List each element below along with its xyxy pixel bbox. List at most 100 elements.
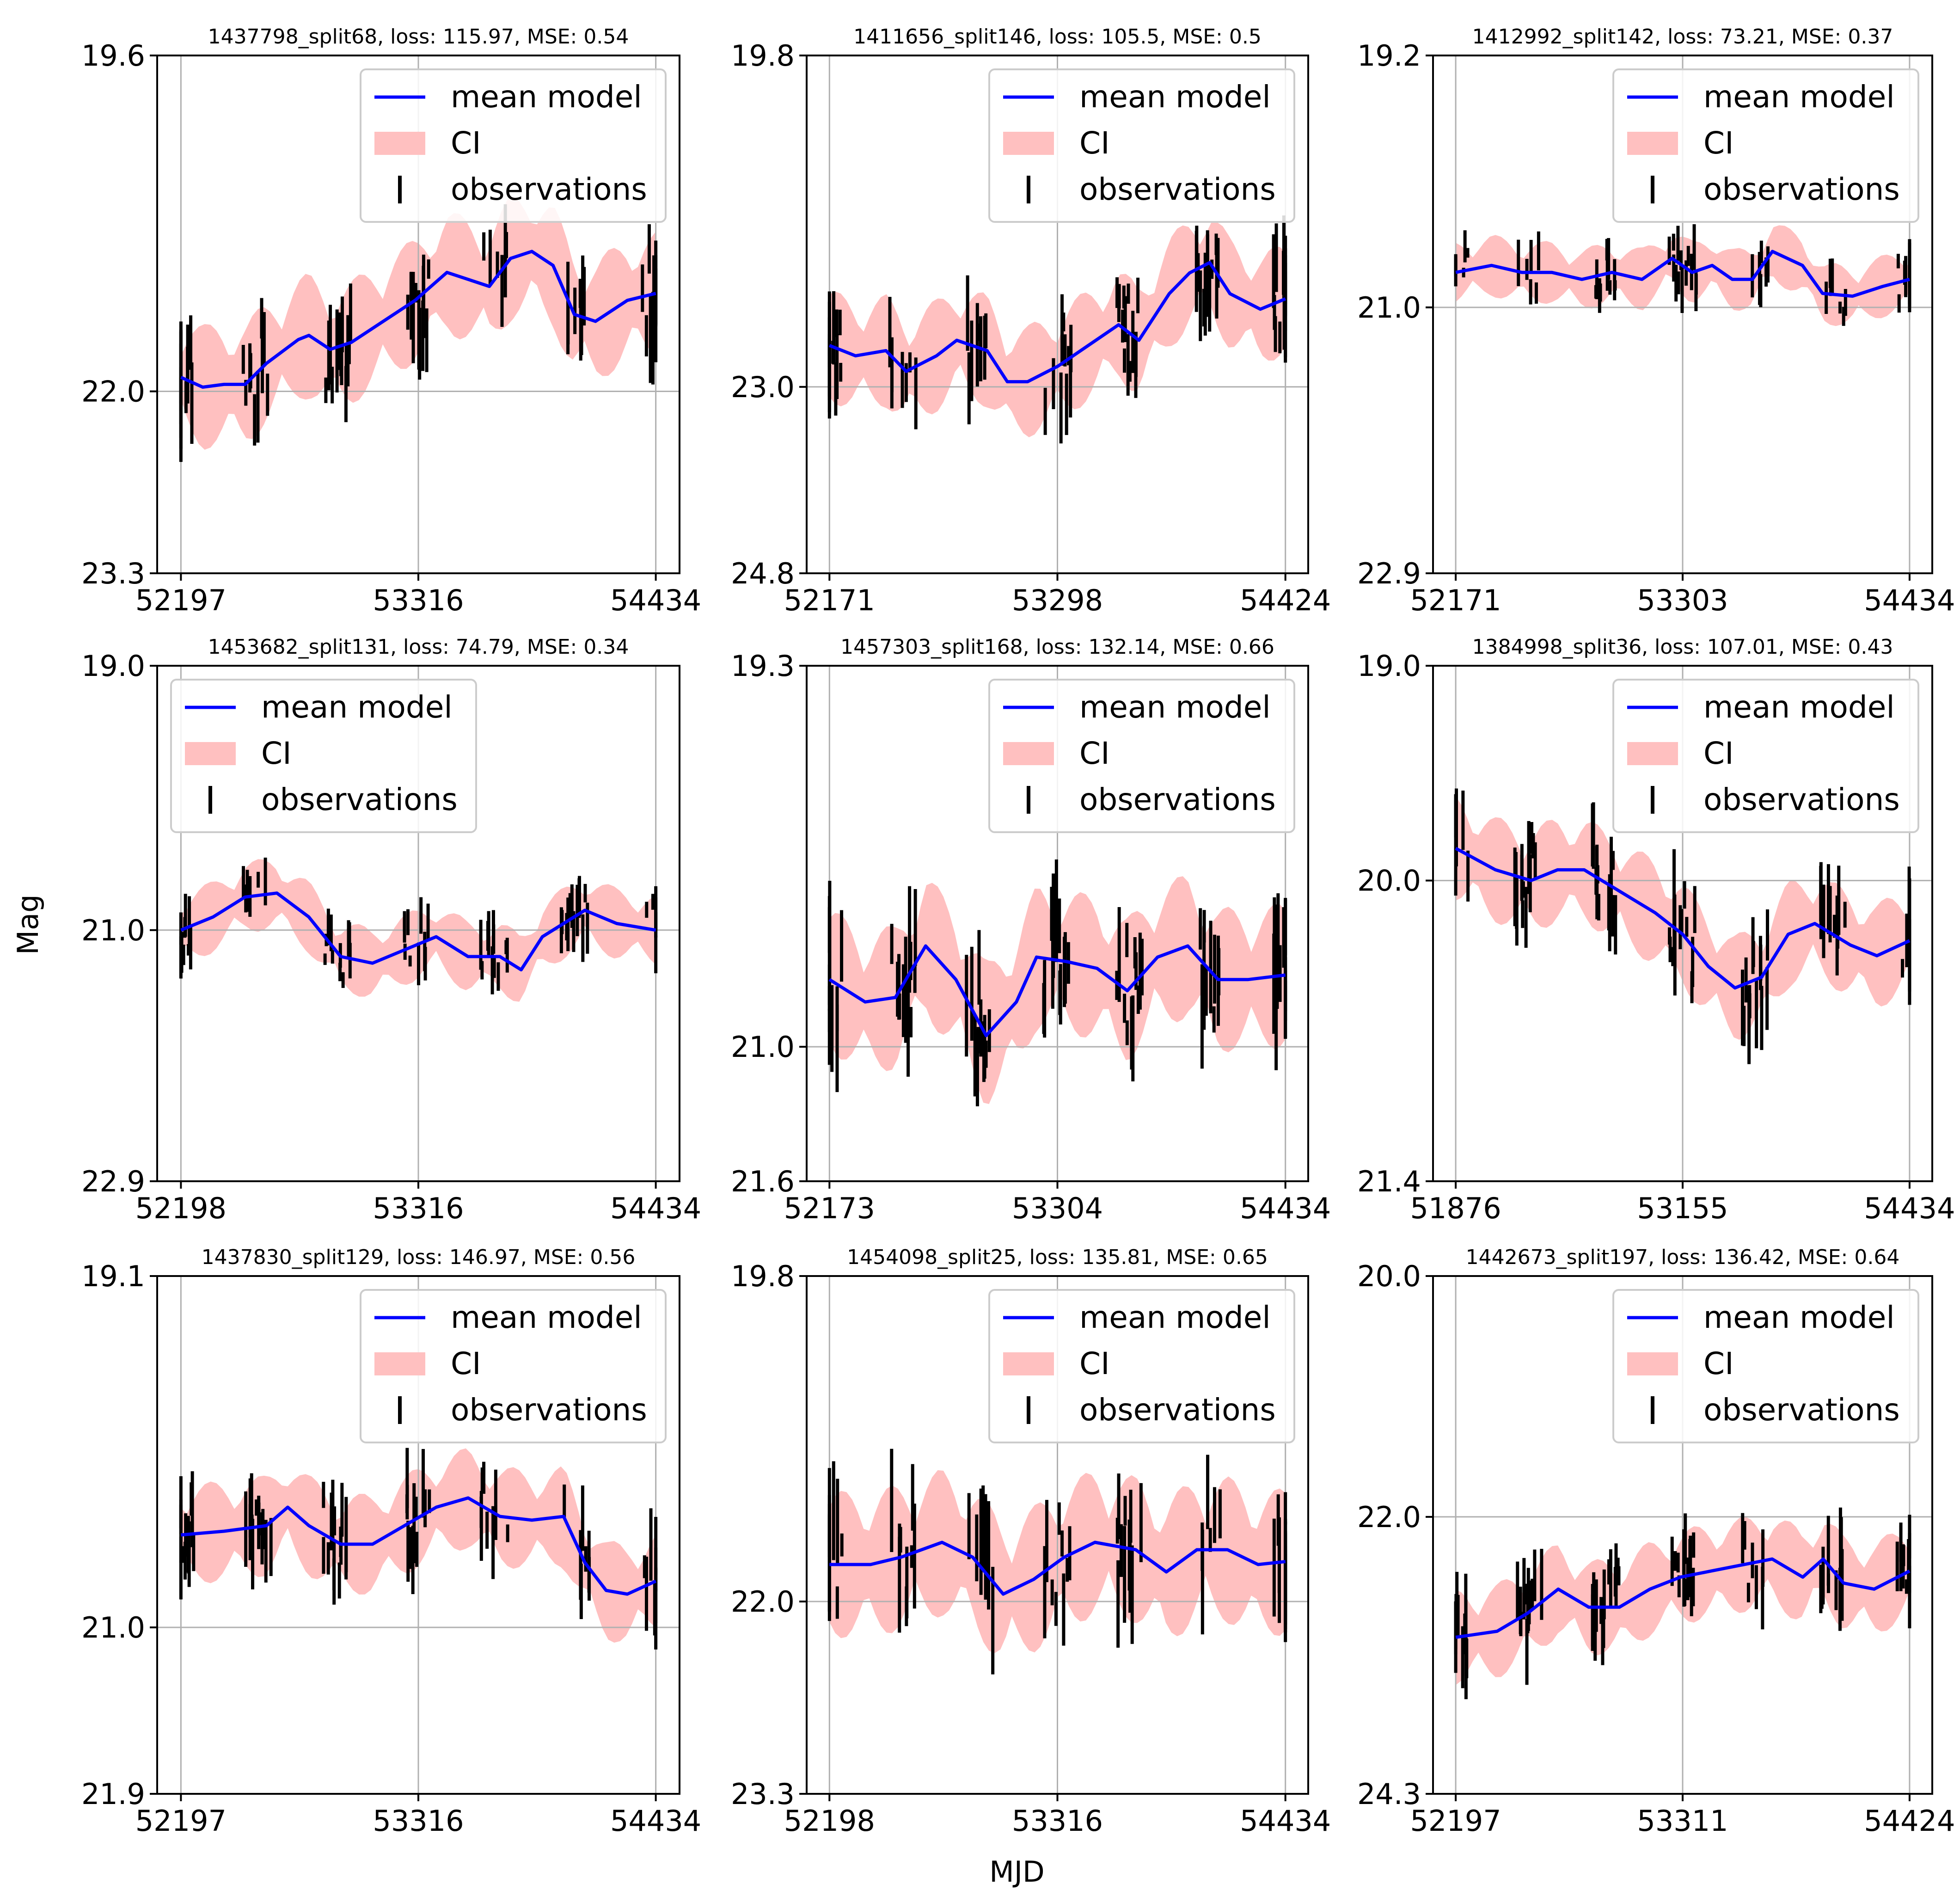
x-tick-label: 52171: [784, 583, 875, 617]
plot-area: [807, 55, 1308, 573]
y-tick-label: 21.0: [81, 1611, 145, 1645]
x-tick-label: 53316: [373, 1804, 464, 1838]
legend: mean model CI observations: [1612, 1289, 1919, 1443]
panel-9: 52197 53311 54424 20.0 22.0 24.3 1442673_split…: [1357, 1246, 1955, 1838]
legend: mean model CI observations: [1612, 68, 1919, 223]
mean-model-line: [829, 261, 1286, 384]
legend-label: CI: [261, 736, 292, 771]
y-tick-label: 19.2: [1357, 39, 1421, 73]
legend-ci-swatch: [1627, 132, 1678, 155]
legend-label: CI: [1703, 1346, 1734, 1381]
y-tick-label: 19.1: [81, 1259, 145, 1293]
panel-8: 52198 53316 54434 19.8 22.0 23.3 1454098_split…: [731, 1246, 1331, 1838]
x-tick-label: 54424: [1240, 583, 1331, 617]
plot-area: [1433, 666, 1932, 1181]
plot-area: [807, 1276, 1308, 1794]
legend-label: CI: [1079, 125, 1110, 161]
y-axis-label: Mag: [11, 895, 45, 955]
y-tick-label: 22.0: [1357, 1500, 1421, 1534]
legend-box: [1612, 68, 1919, 223]
legend-ci-swatch: [1003, 1352, 1054, 1375]
y-tick-label: 20.0: [1357, 864, 1421, 898]
panel-title: 1437830_split129, loss: 146.97, MSE: 0.5…: [202, 1246, 636, 1269]
x-tick-label: 53316: [373, 1191, 464, 1225]
y-tick-label: 22.9: [81, 1165, 145, 1198]
mean-model-line: [181, 1496, 657, 1596]
x-tick-label: 53316: [373, 583, 464, 617]
legend-box: [988, 679, 1295, 833]
legend-label: CI: [451, 1346, 481, 1381]
x-axis-label: MJD: [989, 1855, 1045, 1889]
plot-area: [157, 666, 680, 1181]
y-tick-label: 23.0: [731, 370, 795, 404]
legend: mean model CI observations: [988, 679, 1295, 833]
mean-model-line: [1455, 847, 1911, 990]
legend-ci-swatch: [185, 742, 236, 765]
legend: mean model CI observations: [170, 679, 477, 833]
x-tick-label: 52197: [1410, 1804, 1501, 1838]
y-tick-label: 20.0: [1357, 1259, 1421, 1293]
panel-title: 1384998_split36, loss: 107.01, MSE: 0.43: [1472, 635, 1893, 659]
legend-box: [988, 1289, 1295, 1443]
x-tick-label: 53316: [1012, 1804, 1103, 1838]
plot-area: [1433, 55, 1932, 573]
x-tick-label: 53304: [1012, 1191, 1103, 1225]
legend-label: observations: [451, 1392, 647, 1428]
panel-title: 1454098_split25, loss: 135.81, MSE: 0.65: [847, 1246, 1268, 1269]
y-tick-label: 21.9: [81, 1777, 145, 1811]
panel-title: 1457303_split168, loss: 132.14, MSE: 0.6…: [840, 635, 1274, 659]
y-tick-label: 24.8: [731, 557, 795, 590]
y-tick-label: 22.9: [1357, 557, 1421, 590]
ci-band: [829, 222, 1286, 437]
legend-label: observations: [1079, 1392, 1276, 1428]
legend-ci-swatch: [1627, 1352, 1678, 1375]
panel-title: 1411656_split146, loss: 105.5, MSE: 0.5: [853, 25, 1262, 49]
x-tick-label: 52198: [784, 1804, 875, 1838]
legend-label: CI: [1703, 736, 1734, 771]
x-tick-label: 54434: [1240, 1804, 1331, 1838]
x-tick-label: 54434: [610, 583, 701, 617]
x-tick-label: 52197: [135, 583, 227, 617]
legend-label: CI: [1079, 736, 1110, 771]
y-tick-label: 21.4: [1357, 1165, 1421, 1198]
legend-ci-swatch: [1627, 742, 1678, 765]
legend-ci-swatch: [1003, 132, 1054, 155]
legend-label: observations: [1703, 1392, 1900, 1428]
mean-model-line: [829, 1540, 1286, 1596]
x-tick-label: 53155: [1637, 1191, 1728, 1225]
y-tick-label: 19.3: [731, 649, 795, 683]
y-tick-label: 21.0: [81, 914, 145, 947]
mean-model-line: [828, 944, 1286, 1037]
legend-label: observations: [1703, 172, 1900, 207]
y-tick-label: 19.0: [1357, 649, 1421, 683]
x-tick-label: 54434: [1864, 583, 1955, 617]
x-tick-label: 53298: [1012, 583, 1103, 617]
y-tick-label: 19.0: [81, 649, 145, 683]
legend-label: mean model: [1079, 1300, 1271, 1335]
legend-box: [1612, 1289, 1919, 1443]
legend-label: mean model: [1703, 1300, 1895, 1335]
x-tick-label: 53311: [1637, 1804, 1728, 1838]
legend-label: CI: [451, 125, 481, 161]
legend: mean model CI observations: [988, 68, 1295, 223]
legend: mean model CI observations: [360, 68, 667, 223]
y-tick-label: 23.3: [731, 1777, 795, 1811]
x-tick-label: 52173: [784, 1191, 875, 1225]
legend-label: mean model: [1079, 689, 1271, 725]
legend-ci-swatch: [374, 132, 425, 155]
panel-6: 51876 53155 54434 19.0 20.0 21.4 1384998_split…: [1357, 635, 1955, 1225]
x-tick-label: 52198: [135, 1191, 227, 1225]
ci-band: [829, 876, 1286, 1104]
panel-1: 52197 53316 54434 19.6 22.0 23.3 1437798_split…: [81, 25, 701, 617]
legend-ci-swatch: [1003, 742, 1054, 765]
y-tick-label: 19.6: [81, 39, 145, 73]
legend-label: CI: [1079, 1346, 1110, 1381]
panel-4: 52198 53316 54434 19.0 21.0 22.9 1453682_split…: [81, 635, 701, 1225]
plot-area: [157, 55, 680, 573]
legend-box: [360, 68, 667, 223]
legend-label: mean model: [451, 1300, 642, 1335]
panel-3: 52171 53303 54434 19.2 21.0 22.9 1412992_split…: [1357, 25, 1955, 617]
legend-label: observations: [1703, 782, 1900, 817]
y-tick-label: 22.0: [731, 1585, 795, 1619]
